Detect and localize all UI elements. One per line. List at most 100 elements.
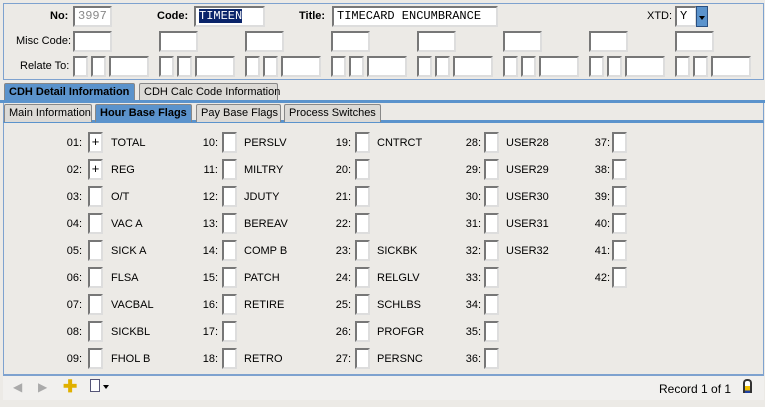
- relate-to-field[interactable]: [711, 56, 751, 77]
- flag-field[interactable]: [88, 267, 103, 288]
- flag-field[interactable]: [484, 159, 499, 180]
- flag-field[interactable]: [88, 186, 103, 207]
- flag-field[interactable]: [222, 159, 237, 180]
- flag-field[interactable]: [355, 159, 370, 180]
- misc-code-field[interactable]: [589, 31, 628, 52]
- lock-icon[interactable]: [743, 379, 752, 393]
- flag-field[interactable]: [222, 240, 237, 261]
- misc-code-field[interactable]: [73, 31, 112, 52]
- flag-field[interactable]: [88, 294, 103, 315]
- flag-field[interactable]: [222, 267, 237, 288]
- tab-cdh-calc-code-information[interactable]: CDH Calc Code Information: [139, 83, 280, 101]
- relate-to-field[interactable]: [195, 56, 235, 77]
- relate-to-field[interactable]: [177, 56, 192, 77]
- flag-field[interactable]: [222, 294, 237, 315]
- relate-to-field[interactable]: [539, 56, 579, 77]
- flag-field[interactable]: [612, 186, 627, 207]
- relate-to-field[interactable]: [73, 56, 88, 77]
- relate-to-field[interactable]: [331, 56, 346, 77]
- flag-field[interactable]: [88, 213, 103, 234]
- relate-to-field[interactable]: [263, 56, 278, 77]
- relate-to-field[interactable]: [349, 56, 364, 77]
- flag-field[interactable]: [222, 321, 237, 342]
- misc-code-field[interactable]: [159, 31, 198, 52]
- title-field[interactable]: TIMECARD ENCUMBRANCE: [332, 6, 498, 27]
- flag-number: 38:: [594, 164, 610, 176]
- misc-code-field[interactable]: [675, 31, 714, 52]
- relate-to-field[interactable]: [589, 56, 604, 77]
- flag-field[interactable]: [612, 213, 627, 234]
- subtab-pay-base-flags[interactable]: Pay Base Flags: [196, 104, 281, 122]
- relate-to-field[interactable]: [607, 56, 622, 77]
- flag-field[interactable]: [88, 348, 103, 369]
- flag-field[interactable]: +: [88, 159, 103, 180]
- flag-field[interactable]: [355, 294, 370, 315]
- chevron-down-icon[interactable]: [696, 6, 708, 27]
- arrow-left-icon[interactable]: ◀: [13, 380, 23, 394]
- misc-code-field[interactable]: [503, 31, 542, 52]
- flag-number: 26:: [335, 326, 351, 338]
- relate-to-field[interactable]: [91, 56, 106, 77]
- relate-to-field[interactable]: [693, 56, 708, 77]
- arrow-right-icon[interactable]: ▶: [38, 380, 48, 394]
- flag-field[interactable]: [484, 321, 499, 342]
- flag-field[interactable]: [484, 132, 499, 153]
- flag-number: 42:: [594, 272, 610, 284]
- flag-field[interactable]: +: [88, 132, 103, 153]
- relate-to-field[interactable]: [109, 56, 149, 77]
- chevron-down-icon[interactable]: [103, 385, 109, 389]
- flag-description: RETIRE: [244, 299, 285, 311]
- relate-to-field[interactable]: [625, 56, 665, 77]
- code-label: Code:: [157, 10, 189, 22]
- flag-field[interactable]: [612, 267, 627, 288]
- code-field[interactable]: TIMEEN: [194, 6, 265, 27]
- flag-field[interactable]: [355, 321, 370, 342]
- plus-icon[interactable]: ✚: [63, 377, 78, 396]
- flag-field[interactable]: [355, 267, 370, 288]
- subtab-main-information[interactable]: Main Information: [4, 104, 92, 122]
- flag-field[interactable]: [222, 348, 237, 369]
- tab-cdh-detail-information[interactable]: CDH Detail Information: [4, 83, 135, 101]
- record-count: Record 1 of 1: [659, 382, 732, 396]
- flag-field[interactable]: [484, 348, 499, 369]
- flag-field[interactable]: [612, 159, 627, 180]
- flag-field[interactable]: [612, 240, 627, 261]
- xtd-select[interactable]: Y: [675, 6, 697, 27]
- flag-field[interactable]: [484, 267, 499, 288]
- relate-to-field[interactable]: [675, 56, 690, 77]
- relate-to-field[interactable]: [417, 56, 432, 77]
- misc-code-field[interactable]: [245, 31, 284, 52]
- flag-field[interactable]: [355, 132, 370, 153]
- report-menu-icon[interactable]: [90, 379, 100, 392]
- flag-field[interactable]: [88, 240, 103, 261]
- relate-to-field[interactable]: [367, 56, 407, 77]
- relate-to-field[interactable]: [281, 56, 321, 77]
- flag-field[interactable]: [355, 348, 370, 369]
- flag-field[interactable]: [222, 213, 237, 234]
- flag-number: 02:: [66, 164, 82, 176]
- flag-number: 36:: [465, 353, 481, 365]
- flag-description: USER32: [506, 245, 549, 257]
- flag-field[interactable]: [222, 186, 237, 207]
- flag-field[interactable]: [222, 132, 237, 153]
- flag-field[interactable]: [484, 294, 499, 315]
- relate-to-field[interactable]: [521, 56, 536, 77]
- misc-code-field[interactable]: [417, 31, 456, 52]
- flag-field[interactable]: [355, 240, 370, 261]
- misc-code-field[interactable]: [331, 31, 370, 52]
- flag-field[interactable]: [612, 132, 627, 153]
- flag-field[interactable]: [88, 321, 103, 342]
- subtab-process-switches[interactable]: Process Switches: [284, 104, 381, 122]
- flag-field[interactable]: [484, 213, 499, 234]
- relate-to-field[interactable]: [159, 56, 174, 77]
- relate-to-field[interactable]: [245, 56, 260, 77]
- flag-field[interactable]: [484, 240, 499, 261]
- flag-field[interactable]: [484, 186, 499, 207]
- relate-to-field[interactable]: [435, 56, 450, 77]
- subtab-hour-base-flags[interactable]: Hour Base Flags: [95, 104, 192, 122]
- flag-field[interactable]: [355, 213, 370, 234]
- relate-to-field[interactable]: [503, 56, 518, 77]
- flag-field[interactable]: [355, 186, 370, 207]
- relate-to-field[interactable]: [453, 56, 493, 77]
- no-field[interactable]: 3997: [73, 6, 112, 27]
